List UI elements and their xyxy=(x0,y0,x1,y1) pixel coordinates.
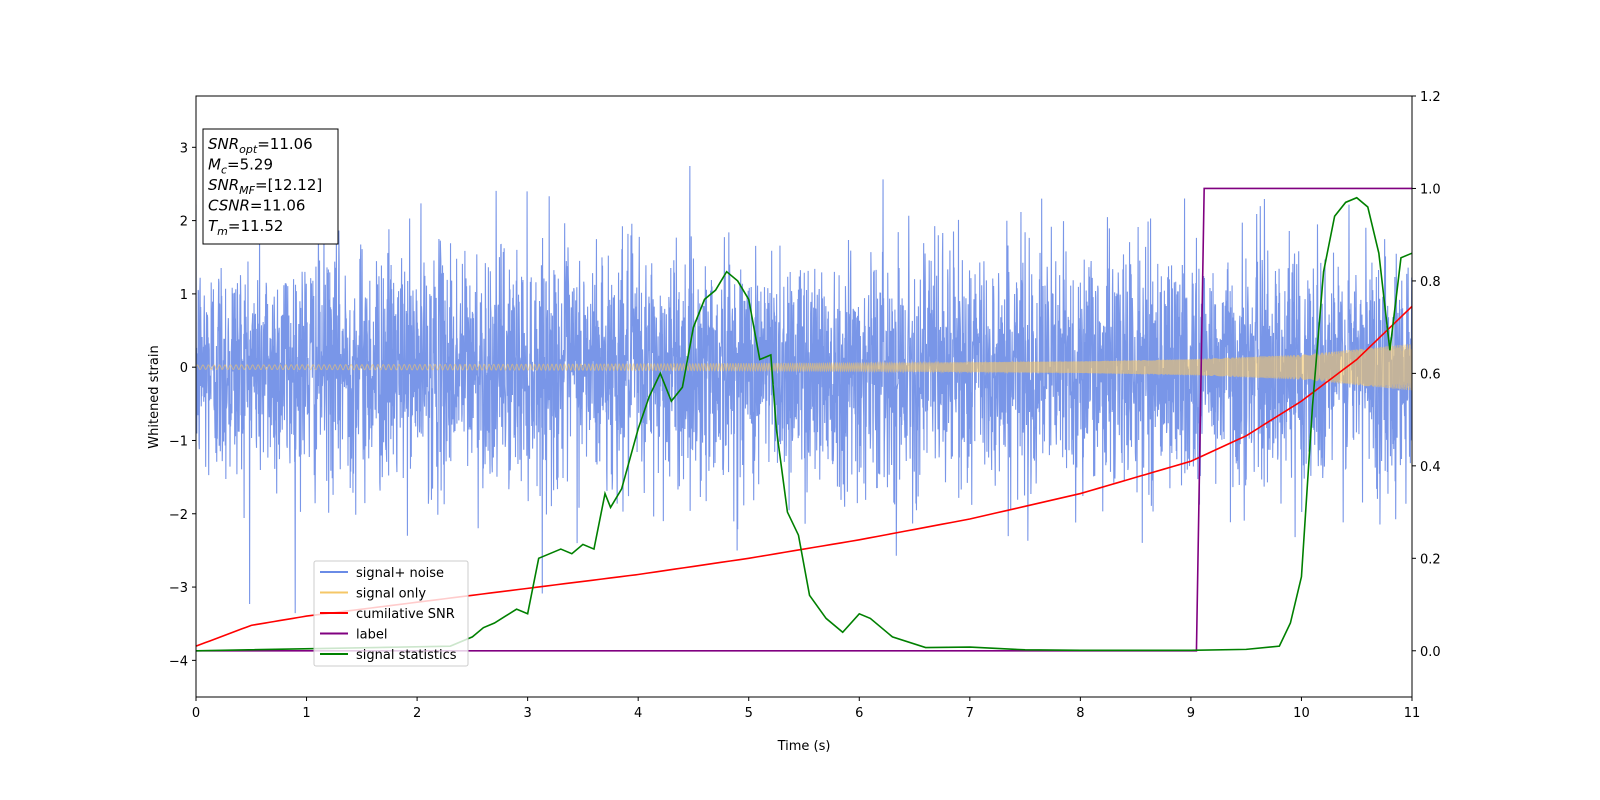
info-box: SNRopt=11.06Mc=5.29SNRMF=[12.12]CSNR=11.… xyxy=(202,128,339,245)
info-line: CSNR=11.06 xyxy=(208,197,305,215)
y-axis-right: 0.0 0.2 0.4 0.6 0.8 1.0 1.2 xyxy=(1412,90,1441,660)
x-tick-label: 11 xyxy=(1404,706,1421,721)
y-tick-label-left: 3 xyxy=(180,141,188,156)
legend-entry: signal only xyxy=(356,587,426,602)
series-signal-noise xyxy=(196,166,1412,614)
x-axis-label: Time (s) xyxy=(777,739,831,754)
x-tick-label: 4 xyxy=(634,706,642,721)
info-line: SNRMF=[12.12] xyxy=(208,176,322,197)
y-tick-label-left: −2 xyxy=(169,508,188,523)
y-tick-label-right: 1.0 xyxy=(1420,182,1441,197)
info-box-frame xyxy=(202,128,339,245)
legend-entry: cumilative SNR xyxy=(356,607,455,622)
y-axis-left: −4 −3 −2 −1 0 1 2 3 xyxy=(169,141,196,669)
legend-entry: signal+ noise xyxy=(356,566,444,581)
y-tick-label-left: 2 xyxy=(180,215,188,230)
y-tick-label-left: −3 xyxy=(169,581,188,596)
x-tick-label: 3 xyxy=(523,706,531,721)
y-tick-label-left: 0 xyxy=(180,361,188,376)
info-line: Mc=5.29 xyxy=(208,156,273,177)
plot-frame xyxy=(195,95,1413,698)
legend-entry: label xyxy=(356,628,387,643)
legend-frame xyxy=(313,560,469,667)
y-tick-label-right: 0.8 xyxy=(1420,275,1441,290)
legend: signal+ noise signal only cumilative SNR la… xyxy=(313,560,469,667)
legend-entry: signal statistics xyxy=(356,648,457,663)
y-tick-label-left: −4 xyxy=(169,654,188,669)
x-axis: 0 1 2 3 4 5 6 7 8 9 10 11 xyxy=(192,697,1420,721)
info-line: SNRopt=11.06 xyxy=(208,135,313,156)
y-tick-label-right: 0.4 xyxy=(1420,460,1441,475)
x-tick-label: 6 xyxy=(855,706,863,721)
y-tick-label-right: 0.6 xyxy=(1420,367,1441,382)
x-tick-label: 5 xyxy=(745,706,753,721)
info-line: Tm=11.52 xyxy=(208,217,283,238)
series-signal-only xyxy=(196,343,1412,391)
x-tick-label: 7 xyxy=(966,706,974,721)
y-tick-label-left: −1 xyxy=(169,434,188,449)
x-tick-label: 0 xyxy=(192,706,200,721)
x-tick-label: 1 xyxy=(302,706,310,721)
series-signal-statistics xyxy=(196,196,1412,652)
x-tick-label: 10 xyxy=(1293,706,1310,721)
x-tick-label: 8 xyxy=(1076,706,1084,721)
y-tick-label-right: 1.2 xyxy=(1420,90,1441,105)
y-axis-label: Whitened strain xyxy=(147,345,162,448)
x-tick-label: 9 xyxy=(1187,706,1195,721)
series-label xyxy=(196,187,1412,652)
y-tick-label-right: 0.2 xyxy=(1420,552,1441,567)
y-tick-label-right: 0.0 xyxy=(1420,645,1441,660)
x-tick-label: 2 xyxy=(413,706,421,721)
y-tick-label-left: 1 xyxy=(180,288,188,303)
